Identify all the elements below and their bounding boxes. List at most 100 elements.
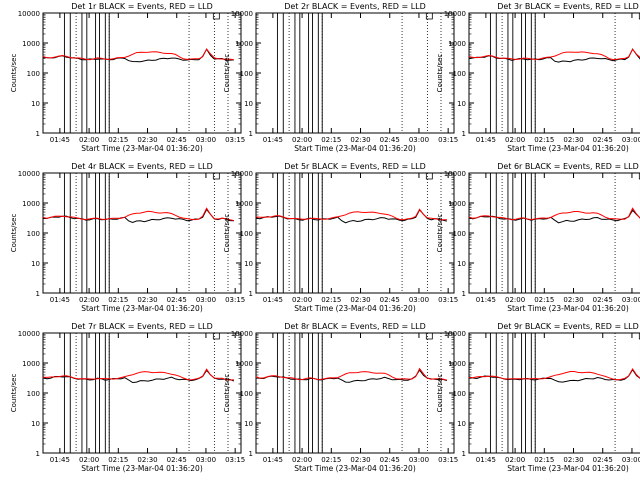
interval-box (317, 332, 323, 454)
y-tick-label: 10000 (18, 170, 40, 178)
x-tick-label: 01:45 (476, 136, 496, 144)
panel-4: Det 4r BLACK = Events, RED = LLD 1 10 100 10… (10, 162, 245, 313)
plot-frame (42, 12, 242, 134)
lld-series-line (468, 367, 640, 381)
x-tick-label: 03:15 (225, 136, 245, 144)
lld-series-line (42, 368, 234, 381)
x-tick-label: 03:00 (409, 296, 429, 304)
y-tick-label: 10 (457, 420, 466, 428)
events-series-line (42, 208, 234, 224)
interval-box (489, 332, 497, 454)
panel-5: Det 5r BLACK = Events, RED = LLD 1 10 100 10… (223, 162, 458, 313)
y-tick-label: 1000 (448, 200, 466, 208)
flag-marker (212, 173, 220, 180)
y-tick-label: 10000 (444, 330, 466, 338)
flag-marker (212, 333, 220, 340)
x-axis-label: Start Time (23-Mar-04 01:36:20) (81, 304, 203, 313)
panel-title: Det 8r BLACK = Events, RED = LLD (284, 322, 426, 331)
x-tick-label: 02:15 (534, 296, 554, 304)
lld-series-line (255, 367, 448, 381)
y-tick-label: 10 (457, 260, 466, 268)
y-axis-label: Counts/sec (223, 374, 231, 413)
x-tick-label: 02:30 (137, 456, 157, 464)
y-tick-label: 10000 (231, 170, 253, 178)
x-tick-label: 02:30 (350, 456, 370, 464)
x-tick-label: 03:00 (409, 456, 429, 464)
x-tick-label: 03:15 (438, 456, 458, 464)
plot-frame (468, 332, 640, 454)
lld-series-line (468, 207, 640, 221)
y-tick-label: 1 (249, 130, 253, 138)
interval-box (294, 12, 301, 134)
interval-box (104, 332, 110, 454)
panel-6: Det 6r BLACK = Events, RED = LLD 1 10 100 10… (436, 162, 640, 313)
x-tick-label: 03:15 (438, 136, 458, 144)
y-tick-label: 1 (249, 290, 253, 298)
x-tick-label: 02:15 (534, 456, 554, 464)
interval-box (507, 12, 514, 134)
y-axis-label: Counts/sec (436, 374, 444, 413)
plot-frame (42, 172, 242, 294)
x-tick-label: 02:15 (321, 136, 341, 144)
y-axis-label: Counts/sec (223, 54, 231, 93)
x-axis-label: Start Time (23-Mar-04 01:36:20) (294, 464, 416, 473)
x-axis-label: Start Time (23-Mar-04 01:36:20) (294, 304, 416, 313)
x-tick-label: 03:00 (622, 456, 640, 464)
y-tick-label: 1000 (448, 40, 466, 48)
interval-box (104, 12, 110, 134)
x-tick-label: 01:45 (263, 456, 283, 464)
x-tick-label: 02:00 (505, 456, 525, 464)
x-tick-label: 01:45 (263, 296, 283, 304)
x-tick-label: 03:15 (438, 296, 458, 304)
x-tick-label: 02:30 (563, 296, 583, 304)
x-tick-label: 02:15 (108, 456, 128, 464)
x-tick-label: 02:45 (593, 136, 613, 144)
interval-box (521, 172, 526, 294)
y-tick-label: 1000 (22, 200, 40, 208)
x-tick-label: 02:30 (137, 136, 157, 144)
x-axis-label: Start Time (23-Mar-04 01:36:20) (507, 144, 629, 153)
interval-box (81, 12, 88, 134)
y-tick-label: 10000 (231, 330, 253, 338)
x-tick-label: 01:45 (476, 456, 496, 464)
x-tick-label: 02:30 (137, 296, 157, 304)
x-tick-label: 02:45 (593, 456, 613, 464)
x-tick-label: 02:30 (350, 296, 370, 304)
x-tick-label: 03:15 (225, 456, 245, 464)
y-axis-label: Counts/sec (436, 54, 444, 93)
y-axis-label: Counts/sec (436, 214, 444, 253)
interval-box (95, 172, 100, 294)
y-tick-label: 1 (36, 450, 40, 458)
x-tick-label: 01:45 (476, 296, 496, 304)
x-tick-label: 03:00 (622, 296, 640, 304)
y-tick-label: 100 (453, 390, 466, 398)
interval-box (489, 172, 497, 294)
y-tick-label: 100 (240, 230, 253, 238)
x-tick-label: 02:30 (563, 136, 583, 144)
x-axis-label: Start Time (23-Mar-04 01:36:20) (294, 144, 416, 153)
x-tick-label: 02:00 (292, 456, 312, 464)
x-tick-label: 02:45 (167, 456, 187, 464)
interval-box (507, 332, 514, 454)
x-tick-label: 02:45 (380, 456, 400, 464)
interval-box (308, 172, 313, 294)
interval-box (276, 332, 284, 454)
y-tick-label: 10 (31, 420, 40, 428)
y-tick-label: 100 (27, 390, 40, 398)
y-tick-label: 1 (249, 450, 253, 458)
panel-title: Det 1r BLACK = Events, RED = LLD (71, 2, 213, 11)
y-tick-label: 10 (244, 100, 253, 108)
interval-box (308, 332, 313, 454)
y-axis-label: Counts/sec (223, 214, 231, 253)
x-tick-label: 02:15 (534, 136, 554, 144)
interval-box (317, 12, 323, 134)
interval-box (530, 332, 536, 454)
interval-box (521, 12, 526, 134)
x-tick-label: 02:00 (79, 456, 99, 464)
interval-box (104, 172, 110, 294)
y-tick-label: 1000 (235, 360, 253, 368)
y-tick-label: 100 (27, 230, 40, 238)
plot-frame (255, 172, 455, 294)
plot-frame (255, 332, 455, 454)
